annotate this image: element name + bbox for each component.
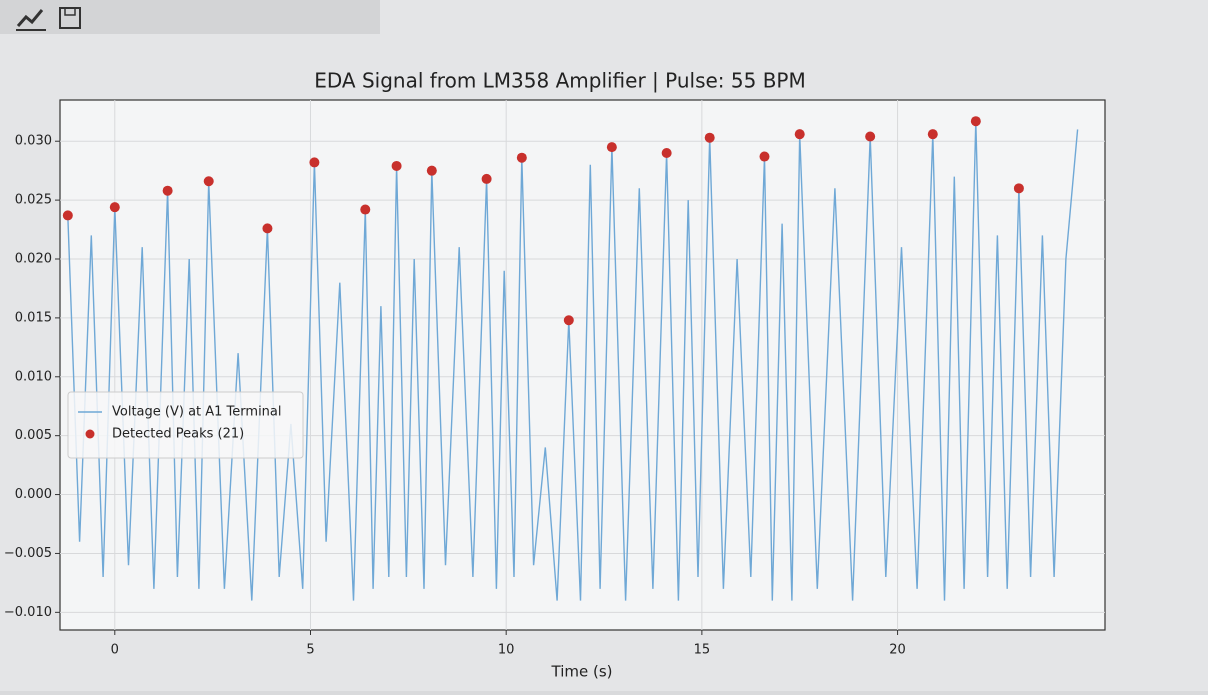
peak-point (162, 185, 173, 196)
x-tick-label: 15 (694, 643, 711, 658)
toolbar-icon-chart[interactable] (16, 9, 46, 31)
y-tick-label: 0.005 (15, 428, 52, 443)
peak-point (481, 173, 492, 184)
x-tick-label: 20 (889, 643, 906, 658)
x-axis-label: Time (s) (551, 663, 613, 681)
peak-point (516, 152, 527, 163)
legend-swatch (85, 429, 95, 439)
peak-point (759, 151, 770, 162)
peak-point (203, 176, 214, 187)
x-tick-label: 5 (306, 643, 314, 658)
legend-label: Voltage (V) at A1 Terminal (112, 405, 282, 420)
peak-point (109, 202, 120, 213)
peak-point (563, 315, 574, 326)
y-tick-label: 0.025 (15, 193, 52, 208)
toolbar (0, 0, 380, 34)
peak-point (262, 223, 273, 234)
y-tick-label: 0.010 (15, 369, 52, 384)
peak-point (309, 157, 320, 168)
y-tick-label: −0.010 (4, 605, 52, 620)
peak-point (865, 131, 876, 142)
legend-label: Detected Peaks (21) (112, 427, 244, 442)
peak-point (970, 116, 981, 127)
legend-box (67, 391, 304, 459)
x-tick-label: 0 (111, 643, 119, 658)
peak-point (704, 132, 715, 143)
peak-point (927, 129, 938, 140)
peak-point (661, 148, 672, 158)
toolbar-icon-save[interactable] (59, 7, 81, 29)
peak-point (1013, 183, 1024, 194)
grid (55, 100, 1105, 635)
y-tick-label: 0.015 (15, 310, 52, 325)
peak-point (391, 160, 402, 171)
peak-point (360, 204, 371, 215)
plot-area (59, 99, 1106, 631)
peak-point (606, 142, 617, 153)
peak-point (426, 165, 437, 176)
y-tick-label: 0.030 (15, 134, 52, 149)
chart-title: EDA Signal from LM358 Amplifier | Pulse:… (314, 69, 806, 93)
peak-point (62, 210, 73, 221)
peak-point (794, 129, 805, 140)
x-tick-label: 10 (498, 643, 515, 658)
legend: Voltage (V) at A1 Terminal Detected Peaks… (67, 391, 304, 459)
y-tick-label: 0.020 (15, 252, 52, 267)
y-tick-label: −0.005 (4, 546, 52, 561)
y-tick-label: 0.000 (15, 487, 52, 502)
